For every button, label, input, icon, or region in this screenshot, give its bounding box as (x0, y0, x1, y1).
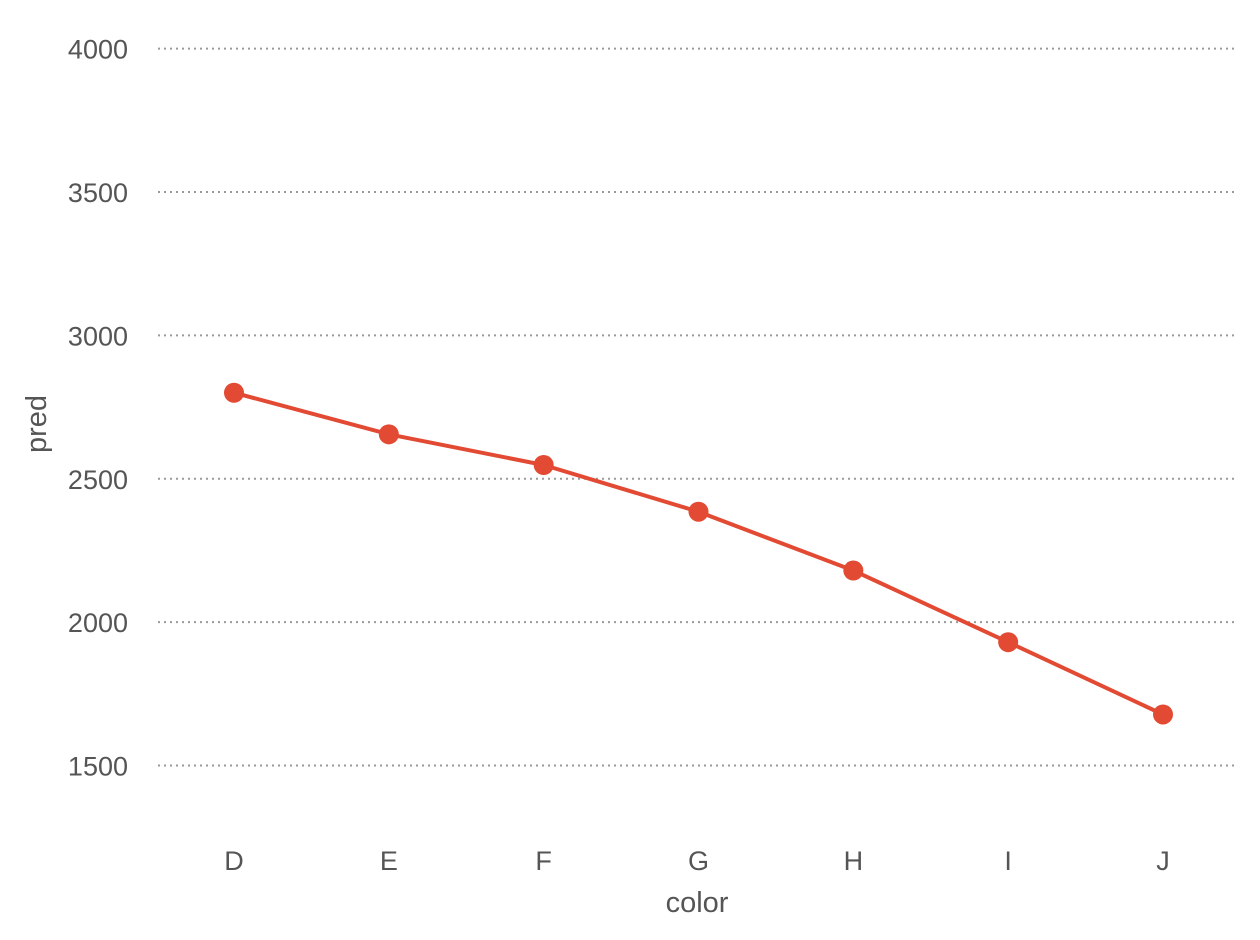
data-point[interactable] (1153, 704, 1173, 725)
y-tick-label: 3000 (68, 321, 128, 351)
data-point[interactable] (533, 454, 554, 475)
y-tick-label: 4000 (68, 35, 128, 65)
x-tick-label: F (535, 846, 552, 876)
y-axis-ticks: 1500 2000 2500 3000 3500 4000 (68, 35, 128, 782)
data-point[interactable] (688, 501, 709, 522)
data-point[interactable] (224, 382, 244, 403)
data-point[interactable] (378, 424, 399, 445)
x-tick-label: H (844, 846, 864, 876)
data-point[interactable] (843, 560, 864, 581)
x-tick-label: G (688, 846, 709, 876)
x-tick-label: D (224, 846, 244, 876)
gridlines (158, 47, 1238, 767)
x-axis-ticks: D E F G H I J (224, 846, 1170, 876)
y-tick-label: 1500 (68, 751, 128, 781)
y-tick-label: 3500 (68, 178, 128, 208)
y-tick-label: 2500 (68, 465, 128, 495)
y-axis-title: pred (21, 395, 53, 453)
y-tick-label: 2000 (68, 608, 128, 638)
series-line (233, 390, 1164, 717)
x-tick-label: I (1004, 846, 1012, 876)
x-tick-label: E (380, 846, 398, 876)
x-axis-title: color (666, 887, 729, 919)
data-point[interactable] (998, 632, 1019, 653)
series-layer (224, 382, 1173, 725)
x-tick-label: J (1156, 846, 1170, 876)
